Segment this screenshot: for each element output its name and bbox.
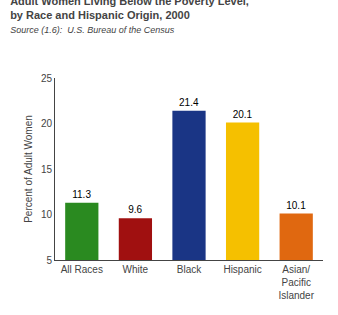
svg-text:Hispanic: Hispanic — [223, 264, 261, 275]
svg-text:5: 5 — [46, 255, 52, 266]
svg-text:Adult Women Living Below the P: Adult Women Living Below the Poverty Lev… — [10, 0, 249, 35]
svg-text:Black: Black — [177, 264, 202, 275]
svg-text:11.3: 11.3 — [72, 189, 91, 200]
svg-text:All Races: All Races — [61, 264, 103, 275]
svg-text:White: White — [123, 264, 149, 275]
svg-text:25: 25 — [41, 73, 53, 84]
svg-text:Percent of Adult Women: Percent of Adult Women — [23, 115, 34, 223]
svg-text:20: 20 — [41, 118, 53, 129]
svg-text:15: 15 — [41, 164, 53, 175]
svg-text:20.1: 20.1 — [233, 109, 253, 120]
svg-text:Asian/PacificIslander: Asian/PacificIslander — [278, 264, 314, 301]
svg-text:10.1: 10.1 — [286, 200, 306, 211]
svg-text:9.6: 9.6 — [128, 204, 142, 215]
svg-text:10: 10 — [41, 209, 53, 220]
svg-text:21.4: 21.4 — [179, 97, 199, 108]
